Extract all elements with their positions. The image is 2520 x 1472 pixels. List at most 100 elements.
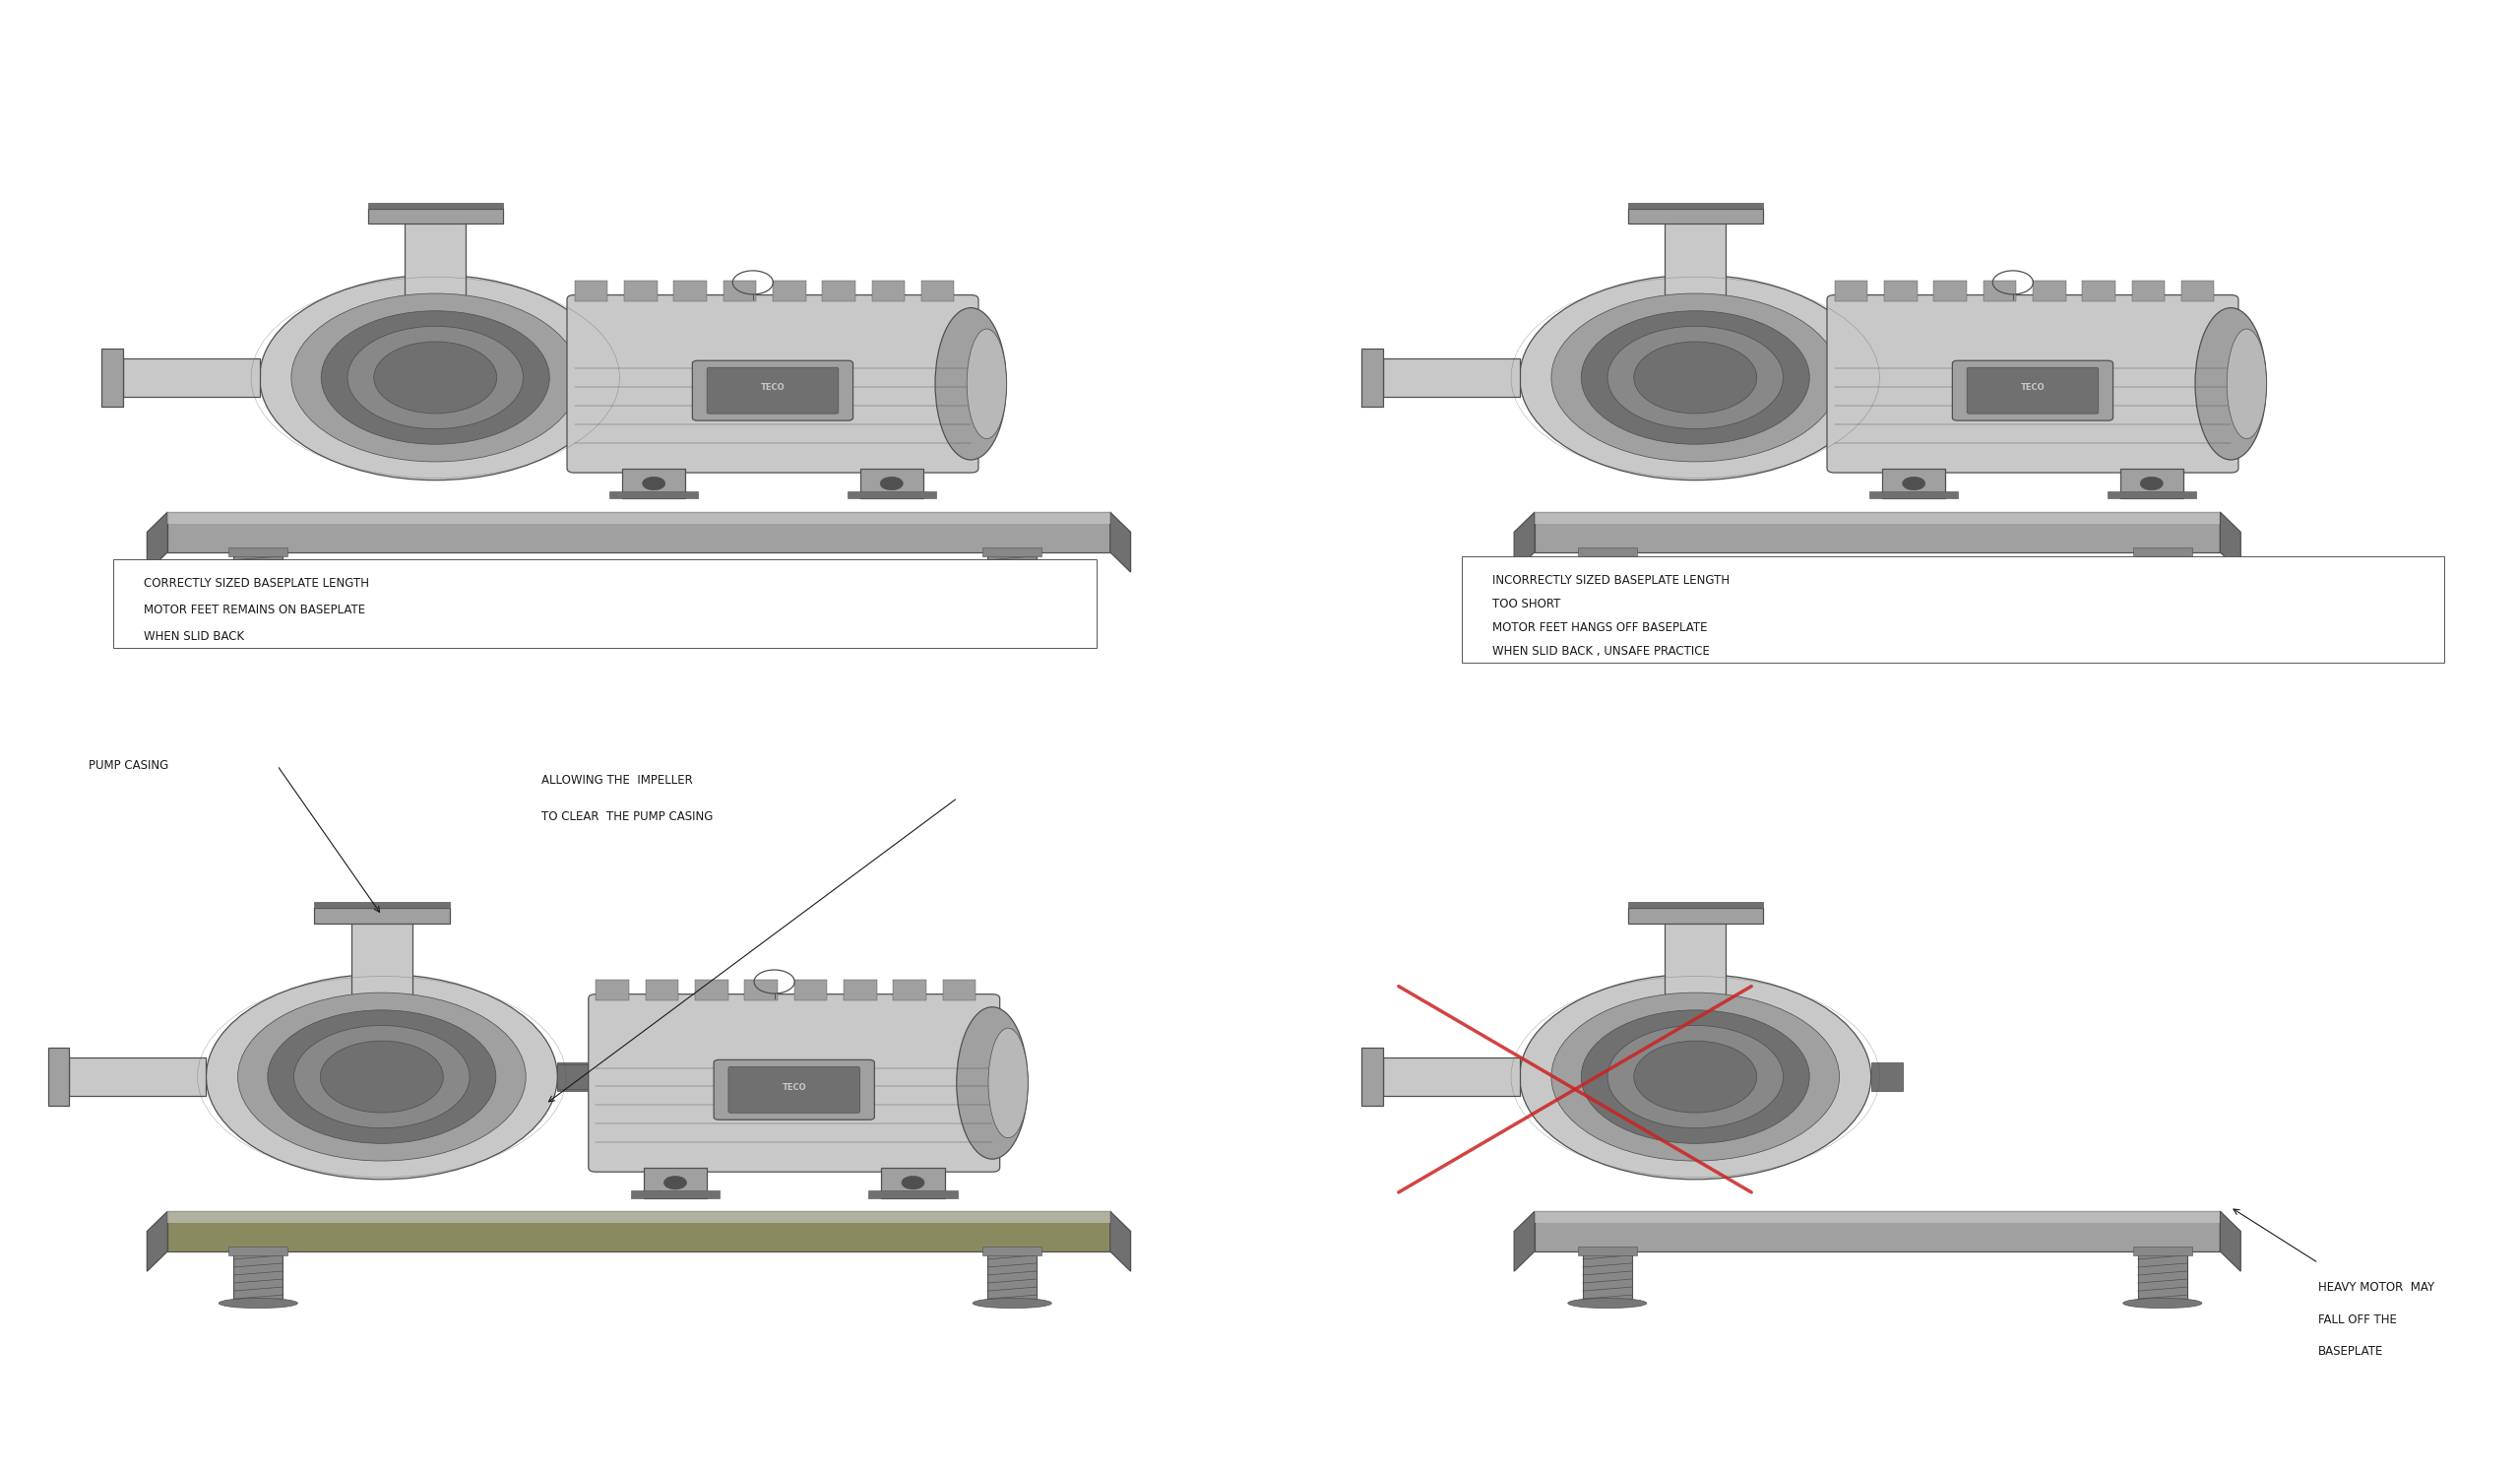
Bar <box>1578 548 1638 556</box>
Bar <box>1933 281 1966 300</box>
Text: INCORRECTLY SIZED BASEPLATE LENGTH: INCORRECTLY SIZED BASEPLATE LENGTH <box>1492 574 1729 587</box>
Bar <box>1885 281 1918 300</box>
Bar <box>1870 364 1903 392</box>
Bar <box>673 281 706 300</box>
Bar <box>229 548 287 556</box>
Text: TECO: TECO <box>781 1082 806 1092</box>
Bar <box>234 1251 282 1298</box>
Bar <box>575 281 607 300</box>
Bar <box>844 980 877 999</box>
Ellipse shape <box>988 1027 1028 1138</box>
Bar <box>557 1063 590 1091</box>
Bar <box>988 1251 1036 1298</box>
Circle shape <box>1608 1026 1784 1128</box>
Circle shape <box>663 1176 685 1189</box>
Bar <box>315 907 449 923</box>
Bar <box>123 358 260 397</box>
Circle shape <box>295 1026 469 1128</box>
Ellipse shape <box>2122 1298 2202 1309</box>
Circle shape <box>373 342 496 414</box>
Circle shape <box>1633 342 1756 414</box>
Bar <box>368 208 504 224</box>
Polygon shape <box>2220 1211 2240 1272</box>
Ellipse shape <box>219 1298 297 1309</box>
Ellipse shape <box>2228 328 2265 439</box>
Ellipse shape <box>935 308 1005 459</box>
Bar <box>892 980 927 999</box>
Bar <box>859 468 922 499</box>
Bar <box>2119 468 2182 499</box>
Bar <box>166 512 1111 552</box>
Bar <box>2137 1251 2187 1298</box>
Circle shape <box>1633 1041 1756 1113</box>
Bar <box>610 364 643 392</box>
Bar <box>2137 552 2187 599</box>
Bar <box>2132 281 2165 300</box>
Bar <box>922 281 955 300</box>
Bar <box>1462 556 2444 662</box>
Polygon shape <box>146 512 166 573</box>
Bar <box>1383 1057 1520 1097</box>
Bar <box>743 980 779 999</box>
Bar <box>622 468 685 499</box>
Bar <box>1535 512 2220 524</box>
FancyBboxPatch shape <box>1827 294 2238 473</box>
Ellipse shape <box>2195 308 2265 459</box>
Circle shape <box>348 327 524 428</box>
Bar <box>1983 281 2016 300</box>
Bar <box>1882 468 1945 499</box>
Bar <box>610 492 698 499</box>
Circle shape <box>207 974 557 1179</box>
Bar <box>2182 281 2215 300</box>
FancyBboxPatch shape <box>713 1060 874 1120</box>
Bar <box>723 281 756 300</box>
Text: BASEPLATE: BASEPLATE <box>2318 1345 2384 1359</box>
Bar <box>794 980 827 999</box>
Bar <box>1666 907 1726 995</box>
Bar <box>2107 492 2195 499</box>
Bar <box>1361 349 1383 406</box>
Polygon shape <box>1111 512 1131 573</box>
Text: ALLOWING THE  IMPELLER: ALLOWING THE IMPELLER <box>542 774 693 786</box>
Ellipse shape <box>2122 599 2202 609</box>
Text: HEAVY MOTOR  MAY: HEAVY MOTOR MAY <box>2318 1281 2434 1294</box>
Bar <box>166 1211 1111 1223</box>
Bar <box>988 552 1036 599</box>
Bar <box>1870 1063 1903 1091</box>
Polygon shape <box>2220 512 2240 573</box>
Bar <box>822 281 854 300</box>
Polygon shape <box>146 1211 166 1272</box>
Circle shape <box>879 477 902 490</box>
Bar <box>1535 512 2220 552</box>
Bar <box>1666 208 1726 296</box>
Ellipse shape <box>973 599 1051 609</box>
Bar <box>1535 1211 2220 1251</box>
Bar <box>557 1064 597 1089</box>
Circle shape <box>1520 275 1870 480</box>
Text: CORRECTLY SIZED BASEPLATE LENGTH: CORRECTLY SIZED BASEPLATE LENGTH <box>144 577 368 590</box>
Bar <box>1835 281 1867 300</box>
Bar <box>2082 281 2114 300</box>
Polygon shape <box>1515 512 1535 573</box>
Ellipse shape <box>1567 1298 1646 1309</box>
Circle shape <box>237 992 527 1161</box>
Bar <box>882 1167 945 1198</box>
Circle shape <box>320 1041 444 1113</box>
Bar <box>1583 552 1633 599</box>
Bar <box>234 552 282 599</box>
Circle shape <box>1903 477 1925 490</box>
Circle shape <box>267 1010 496 1144</box>
Circle shape <box>1520 974 1870 1179</box>
Bar <box>2132 1247 2192 1256</box>
Bar <box>166 1211 1111 1251</box>
Text: WHEN SLID BACK: WHEN SLID BACK <box>144 630 244 643</box>
Bar <box>1583 1251 1633 1298</box>
Bar <box>48 1048 68 1105</box>
Bar <box>983 1247 1041 1256</box>
Bar <box>2132 548 2192 556</box>
Bar <box>1628 907 1764 923</box>
Bar <box>1578 1247 1638 1256</box>
Bar <box>1628 902 1764 907</box>
Bar <box>942 980 975 999</box>
FancyBboxPatch shape <box>590 994 1000 1172</box>
